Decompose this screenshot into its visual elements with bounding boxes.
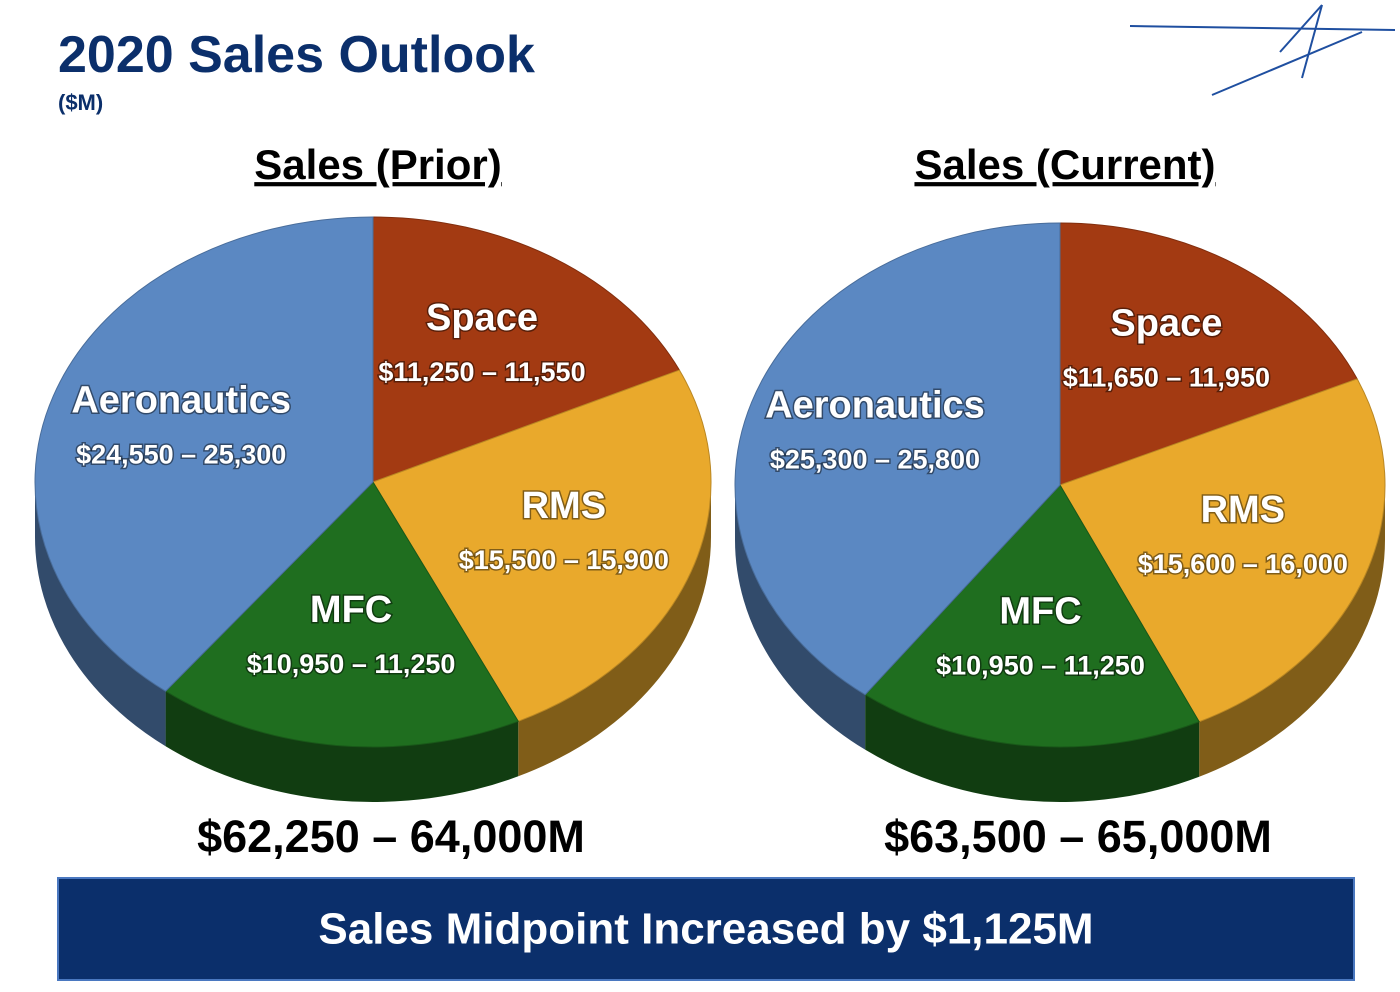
slice-label: MFC bbox=[999, 590, 1081, 632]
slide-subtitle: ($M) bbox=[58, 90, 103, 115]
slice-value-label: $25,300 – 25,800 bbox=[770, 444, 980, 474]
logo bbox=[1129, 4, 1396, 96]
slice-value-label: $10,950 – 11,250 bbox=[936, 651, 1145, 681]
slice-label: Aeronautics bbox=[71, 379, 291, 421]
pie-side bbox=[735, 485, 866, 750]
pie-slice bbox=[734, 222, 1061, 696]
slice-value-label: $24,550 – 25,300 bbox=[76, 440, 286, 470]
slice-label: RMS bbox=[1201, 489, 1285, 531]
pie-slice bbox=[1059, 222, 1358, 486]
pie-side bbox=[865, 694, 1200, 802]
slice-label: Space bbox=[1110, 302, 1222, 344]
total-label: $63,500 – 65,000M bbox=[884, 811, 1272, 862]
slice-value-label: $15,500 – 15,900 bbox=[459, 545, 669, 575]
pie-side bbox=[165, 691, 519, 803]
pie-slice bbox=[372, 216, 681, 483]
pie-side bbox=[518, 482, 711, 777]
banner bbox=[57, 877, 1355, 981]
slice-value-label: $11,250 – 11,550 bbox=[378, 357, 585, 387]
chart-title: Sales (Current) bbox=[914, 141, 1215, 188]
slice-label: MFC bbox=[310, 589, 392, 631]
pie-slice bbox=[864, 484, 1200, 748]
pie-slice bbox=[164, 481, 519, 748]
pie-slice bbox=[372, 369, 712, 722]
chart-title: Sales (Prior) bbox=[254, 141, 501, 188]
slice-value-label: $10,950 – 11,250 bbox=[247, 649, 456, 679]
slice-value-label: $11,650 – 11,950 bbox=[1063, 362, 1270, 392]
banner-text: Sales Midpoint Increased by $1,125M bbox=[318, 905, 1093, 954]
slide-title: 2020 Sales Outlook bbox=[58, 26, 535, 84]
slice-value-label: $15,600 – 16,000 bbox=[1138, 549, 1348, 579]
pie-side bbox=[35, 482, 166, 747]
total-label: $62,250 – 64,000M bbox=[197, 811, 585, 862]
slice-label: Space bbox=[426, 297, 538, 339]
pie-slice bbox=[34, 216, 374, 692]
pie-side bbox=[1199, 485, 1385, 777]
pie-slice bbox=[1059, 378, 1386, 723]
slice-label: RMS bbox=[522, 485, 606, 527]
slice-label: Aeronautics bbox=[765, 384, 985, 426]
